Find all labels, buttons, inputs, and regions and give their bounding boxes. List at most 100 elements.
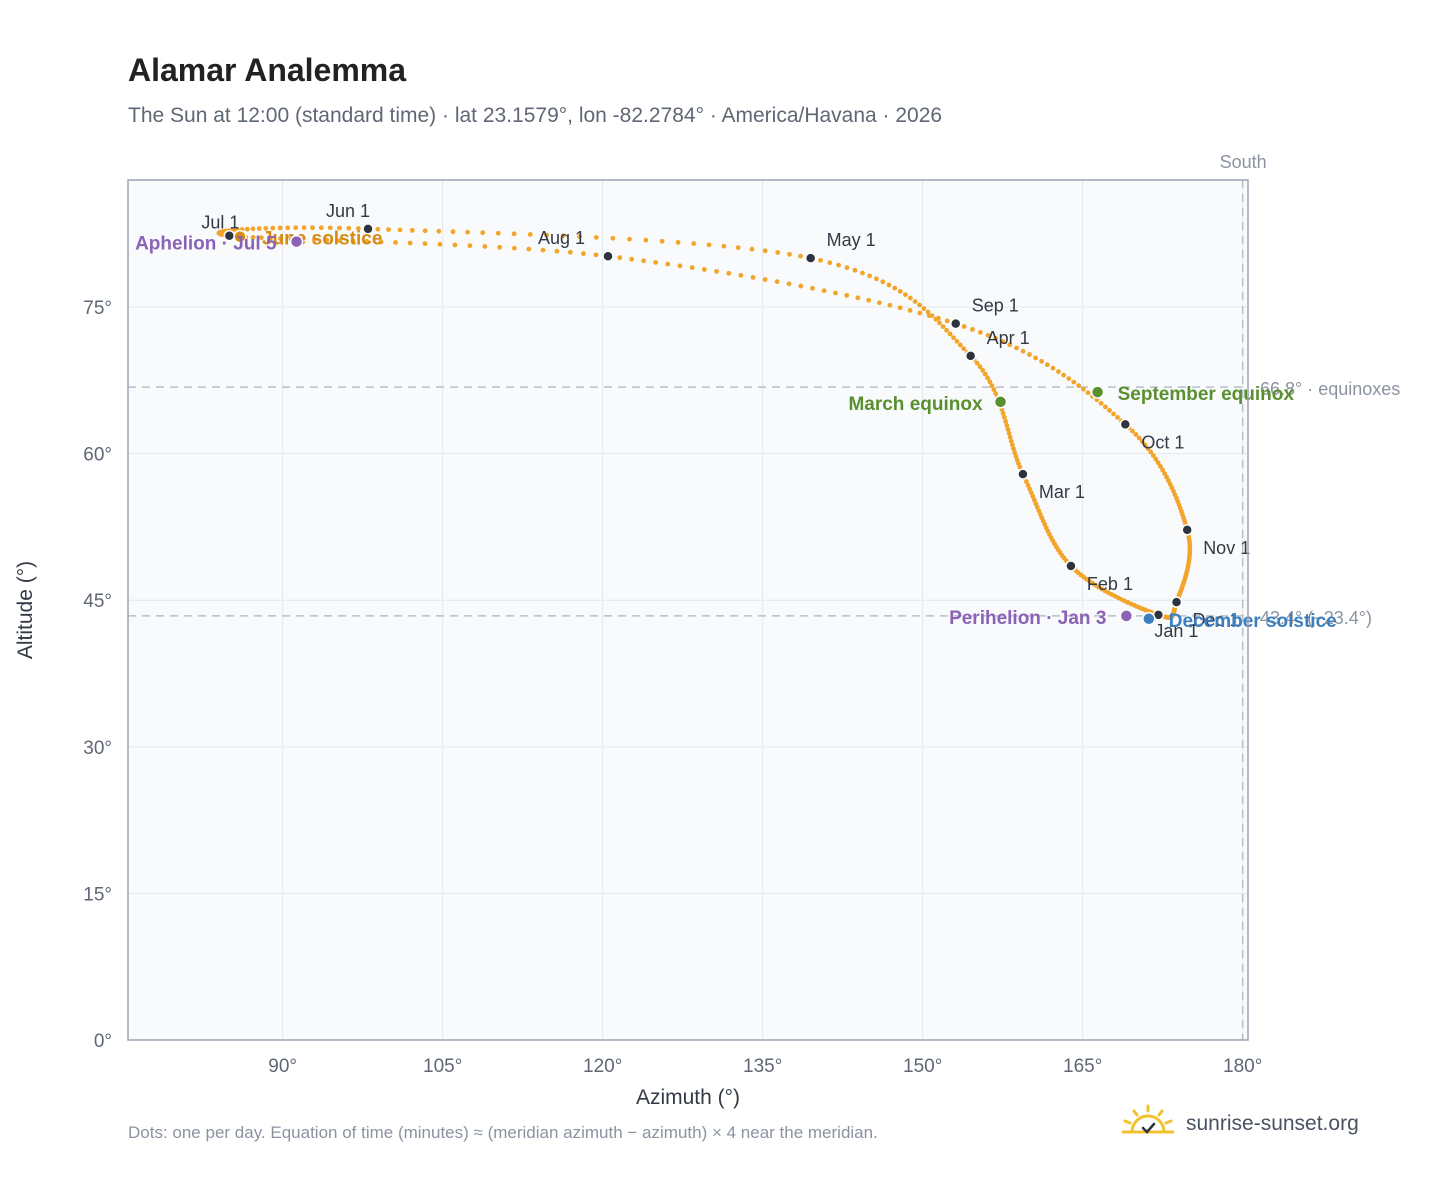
daily-dot <box>452 242 458 248</box>
event-label: June solstice <box>262 229 382 250</box>
daily-dot <box>798 283 804 289</box>
daily-dot <box>855 295 861 301</box>
daily-dot <box>577 234 583 239</box>
daily-dot <box>422 241 428 247</box>
daily-dot <box>482 244 488 249</box>
daily-dot <box>450 229 456 235</box>
daily-dot <box>935 315 941 321</box>
daily-dot <box>887 302 893 308</box>
daily-dot <box>961 346 967 352</box>
daily-dot <box>526 246 532 252</box>
daily-dot <box>593 252 599 258</box>
daily-dot <box>907 295 913 301</box>
daily-dot <box>1010 442 1015 448</box>
month-label: Jul 1 <box>201 213 239 233</box>
month-marker <box>602 250 614 262</box>
x-tick-label: 135° <box>743 1056 782 1077</box>
daily-dot <box>1000 339 1006 344</box>
daily-dot <box>1020 348 1026 354</box>
daily-dot <box>1150 453 1156 458</box>
daily-dot <box>327 225 333 231</box>
event-marker <box>993 395 1008 409</box>
daily-dot <box>1085 390 1091 396</box>
daily-dot <box>774 279 780 285</box>
daily-dot <box>1050 365 1056 371</box>
event-markers: March equinox September equinox June solst… <box>135 229 1337 632</box>
daily-dot <box>947 331 953 337</box>
daily-dot <box>610 235 616 241</box>
daily-dot <box>940 324 946 329</box>
daily-dot <box>989 383 995 389</box>
month-label: Nov 1 <box>1203 538 1250 558</box>
daily-dot <box>627 236 632 242</box>
daily-dot <box>268 235 273 241</box>
daily-dot <box>422 228 428 234</box>
daily-dot <box>1006 430 1012 436</box>
y-tick-label: 60° <box>83 445 112 466</box>
sun-logo-icon <box>1121 1104 1175 1134</box>
month-label: Apr 1 <box>987 328 1030 348</box>
brand[interactable]: sunrise-sunset.org <box>1120 1104 1359 1144</box>
daily-dot <box>957 342 963 348</box>
event-label: September equinox <box>1118 384 1295 405</box>
daily-dot <box>1153 456 1159 462</box>
daily-dot <box>1107 407 1112 413</box>
daily-dot <box>1130 428 1135 434</box>
daily-dot <box>786 281 792 287</box>
daily-dot <box>375 226 381 232</box>
daily-dot <box>886 282 892 288</box>
daily-dot <box>818 257 823 263</box>
daily-dot <box>706 242 712 248</box>
chart-subtitle: The Sun at 12:00 (standard time) · lat 2… <box>128 104 943 127</box>
daily-dot <box>397 227 403 233</box>
daily-dot <box>1014 345 1019 351</box>
daily-dot <box>250 226 256 232</box>
daily-dot <box>293 225 299 231</box>
x-tick-label: 105° <box>423 1056 462 1077</box>
daily-dot <box>836 262 841 268</box>
daily-dot <box>511 245 517 251</box>
daily-dot <box>1148 449 1154 455</box>
daily-dot <box>677 263 683 269</box>
daily-dot <box>301 225 307 231</box>
daily-dot <box>1136 435 1142 441</box>
daily-dot <box>1056 369 1061 375</box>
month-marker <box>949 317 962 330</box>
daily-dot <box>691 241 697 246</box>
daily-dot <box>250 234 256 240</box>
daily-dot <box>1039 358 1044 364</box>
event-marker <box>289 234 304 249</box>
daily-dot <box>1071 379 1077 385</box>
daily-dot <box>749 246 755 252</box>
daily-dot <box>921 306 927 311</box>
y-tick-label: 15° <box>83 884 112 905</box>
daily-dot <box>665 261 671 267</box>
daily-dot <box>567 249 573 255</box>
daily-dot <box>874 276 879 282</box>
daily-dot <box>1003 418 1009 424</box>
daily-dot <box>944 318 950 324</box>
daily-dot <box>926 313 932 319</box>
daily-dot <box>527 232 533 237</box>
daily-dot <box>1162 471 1168 476</box>
daily-dot <box>554 248 560 254</box>
month-label: Feb 1 <box>1087 574 1133 594</box>
daily-dot <box>480 230 486 236</box>
month-marker <box>1017 468 1029 480</box>
x-tick-label: 180° <box>1223 1056 1262 1077</box>
x-axis-label: Azimuth (°) <box>636 1086 740 1109</box>
daily-dot <box>364 239 370 244</box>
daily-dot <box>1014 457 1020 463</box>
chart-title: Alamar Analemma <box>128 52 407 88</box>
south-label: South <box>1220 152 1267 172</box>
daily-dot <box>409 227 415 233</box>
daily-dot <box>350 238 356 244</box>
month-marker <box>964 350 977 362</box>
daily-dot <box>1011 446 1016 452</box>
daily-dot <box>985 332 991 338</box>
daily-dot <box>1142 442 1148 448</box>
daily-dot <box>993 336 998 341</box>
daily-dot <box>495 230 501 236</box>
daily-dot <box>982 371 988 377</box>
